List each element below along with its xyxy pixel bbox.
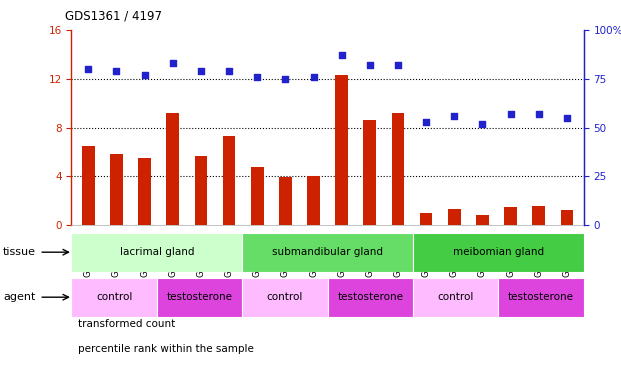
Text: tissue: tissue bbox=[3, 247, 36, 257]
Bar bbox=[71, 232, 242, 272]
Point bbox=[421, 118, 431, 124]
Bar bbox=[110, 154, 123, 225]
Bar bbox=[448, 209, 461, 225]
Bar bbox=[138, 158, 151, 225]
Bar bbox=[242, 232, 413, 272]
Point bbox=[393, 62, 403, 68]
Point bbox=[112, 68, 122, 74]
Text: control: control bbox=[437, 292, 474, 302]
Bar bbox=[335, 75, 348, 225]
Bar bbox=[251, 166, 263, 225]
Bar bbox=[194, 156, 207, 225]
Bar bbox=[223, 136, 235, 225]
Point bbox=[478, 121, 487, 127]
Point bbox=[281, 76, 291, 82]
Text: control: control bbox=[266, 292, 303, 302]
Text: meibomian gland: meibomian gland bbox=[453, 247, 544, 257]
Point bbox=[309, 74, 319, 80]
Point bbox=[533, 111, 543, 117]
Bar bbox=[561, 210, 573, 225]
Bar bbox=[532, 206, 545, 225]
Bar bbox=[82, 146, 94, 225]
Text: lacrimal gland: lacrimal gland bbox=[120, 247, 194, 257]
Bar bbox=[420, 213, 432, 225]
Bar bbox=[307, 176, 320, 225]
Bar bbox=[166, 113, 179, 225]
Point bbox=[252, 74, 262, 80]
Point bbox=[140, 72, 150, 78]
Point bbox=[449, 113, 459, 119]
Point bbox=[168, 60, 178, 66]
Bar bbox=[328, 278, 413, 317]
Bar bbox=[504, 207, 517, 225]
Point bbox=[365, 62, 374, 68]
Text: submandibular gland: submandibular gland bbox=[272, 247, 383, 257]
Point bbox=[562, 115, 572, 121]
Bar bbox=[156, 278, 242, 317]
Bar bbox=[242, 278, 328, 317]
Point bbox=[83, 66, 93, 72]
Point bbox=[337, 53, 347, 58]
Point bbox=[196, 68, 206, 74]
Bar bbox=[71, 278, 156, 317]
Text: testosterone: testosterone bbox=[166, 292, 232, 302]
Bar bbox=[413, 232, 584, 272]
Text: percentile rank within the sample: percentile rank within the sample bbox=[78, 345, 253, 354]
Point bbox=[505, 111, 515, 117]
Text: transformed count: transformed count bbox=[78, 319, 175, 329]
Text: GDS1361 / 4197: GDS1361 / 4197 bbox=[65, 9, 162, 22]
Text: testosterone: testosterone bbox=[337, 292, 403, 302]
Text: agent: agent bbox=[3, 292, 35, 302]
Text: control: control bbox=[96, 292, 132, 302]
Point bbox=[224, 68, 234, 74]
Bar bbox=[279, 177, 292, 225]
Bar bbox=[476, 215, 489, 225]
Bar bbox=[499, 278, 584, 317]
Bar bbox=[413, 278, 498, 317]
Bar bbox=[392, 113, 404, 225]
Text: testosterone: testosterone bbox=[508, 292, 574, 302]
Bar bbox=[363, 120, 376, 225]
